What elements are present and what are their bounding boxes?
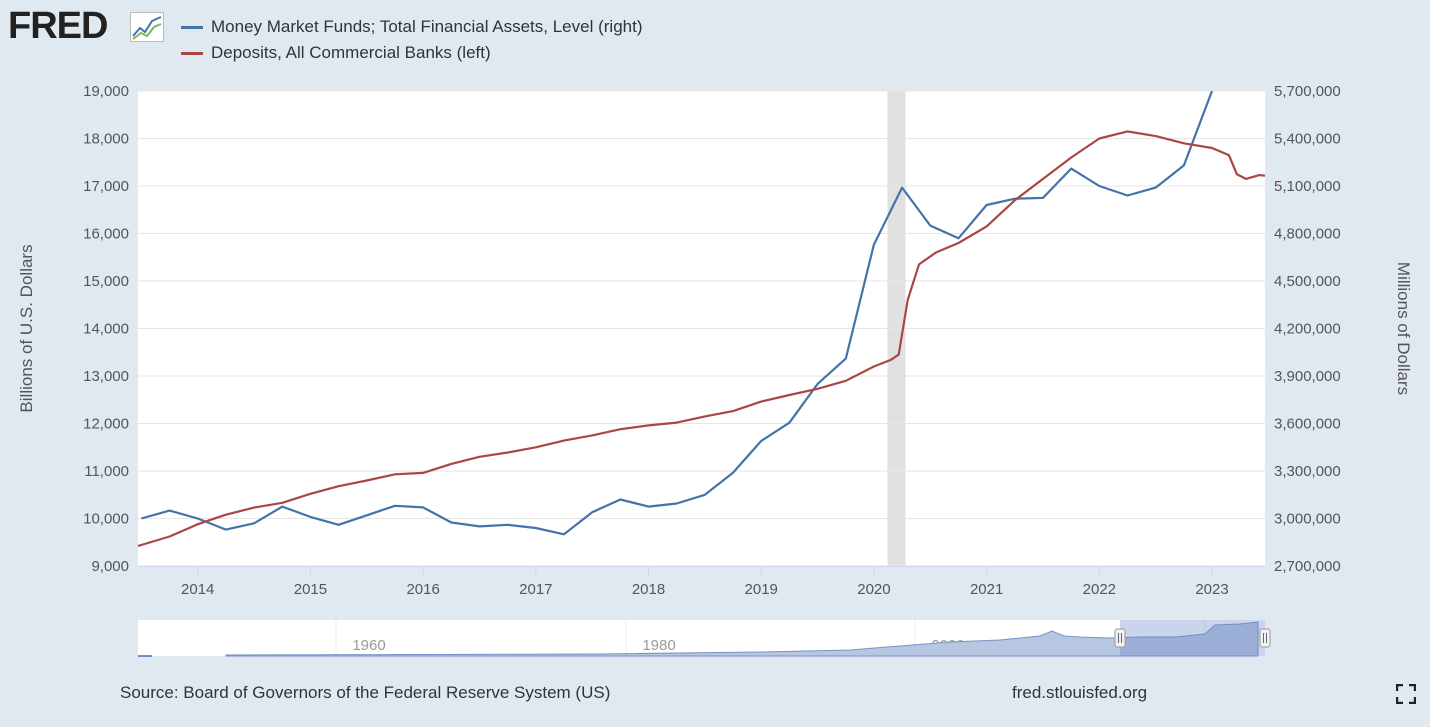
legend-label: Money Market Funds; Total Financial Asse… (211, 17, 643, 36)
left-tick-label: 19,000 (83, 83, 129, 100)
right-tick-label: 3,600,000 (1274, 416, 1341, 433)
handle-body (1114, 628, 1126, 648)
site-url[interactable]: fred.stlouisfed.org (1012, 683, 1148, 702)
left-tick-label: 11,000 (84, 463, 129, 480)
x-tick-label: 2020 (857, 581, 890, 598)
right-tick-label: 4,800,000 (1274, 226, 1341, 243)
right-tick-label: 5,700,000 (1274, 83, 1341, 100)
navigator-series-area (225, 621, 1259, 657)
x-tick-label: 2022 (1083, 581, 1116, 598)
x-tick-label: 2015 (294, 581, 327, 598)
navigator-selection (1120, 620, 1265, 656)
right-axis-title: Millions of Dollars (1394, 262, 1413, 395)
left-tick-label: 9,000 (91, 558, 129, 575)
left-tick-label: 15,000 (83, 273, 129, 290)
x-tick-label: 2018 (632, 581, 665, 598)
left-tick-label: 16,000 (83, 226, 129, 243)
left-tick-label: 17,000 (83, 178, 129, 195)
legend-label: Deposits, All Commercial Banks (left) (211, 43, 491, 62)
right-tick-label: 3,900,000 (1274, 368, 1341, 385)
x-tick-label: 2017 (519, 581, 552, 598)
legend-swatch-red (181, 51, 203, 55)
left-tick-label: 13,000 (83, 368, 129, 385)
right-tick-label: 4,200,000 (1274, 321, 1341, 338)
left-tick-label: 18,000 (83, 131, 129, 148)
navigator-label: 1980 (642, 637, 675, 654)
source-note: Source: Board of Governors of the Federa… (120, 683, 611, 702)
right-tick-label: 2,700,000 (1274, 558, 1341, 575)
navigator-handle-right[interactable] (1259, 628, 1271, 648)
left-tick-label: 12,000 (83, 416, 129, 433)
x-tick-label: 2023 (1195, 581, 1228, 598)
navigator-handle-left[interactable] (1114, 628, 1126, 648)
fullscreen-icon[interactable] (1396, 684, 1416, 704)
legend-swatch-blue (181, 25, 203, 29)
right-tick-label: 5,400,000 (1274, 131, 1341, 148)
right-tick-label: 3,300,000 (1274, 463, 1341, 480)
x-tick-label: 2021 (970, 581, 1003, 598)
left-tick-label: 10,000 (83, 511, 129, 528)
handle-body (1259, 628, 1271, 648)
right-tick-label: 3,000,000 (1274, 511, 1341, 528)
fred-chart-icon (130, 12, 164, 42)
right-tick-label: 5,100,000 (1274, 178, 1341, 195)
right-tick-label: 4,500,000 (1274, 273, 1341, 290)
legend-item-money-market[interactable]: Money Market Funds; Total Financial Asse… (181, 16, 642, 38)
fred-logo[interactable]: FRED (8, 5, 108, 47)
left-axis-title: Billions of U.S. Dollars (17, 244, 36, 412)
navigator-label: 1960 (352, 637, 385, 654)
x-tick-label: 2016 (406, 581, 439, 598)
x-tick-label: 2019 (745, 581, 778, 598)
x-tick-label: 2014 (181, 581, 214, 598)
legend-item-deposits[interactable]: Deposits, All Commercial Banks (left) (181, 42, 491, 64)
series-line-deposits (138, 130, 1265, 548)
series-line-money-market (141, 91, 1214, 536)
left-tick-label: 14,000 (83, 321, 129, 338)
